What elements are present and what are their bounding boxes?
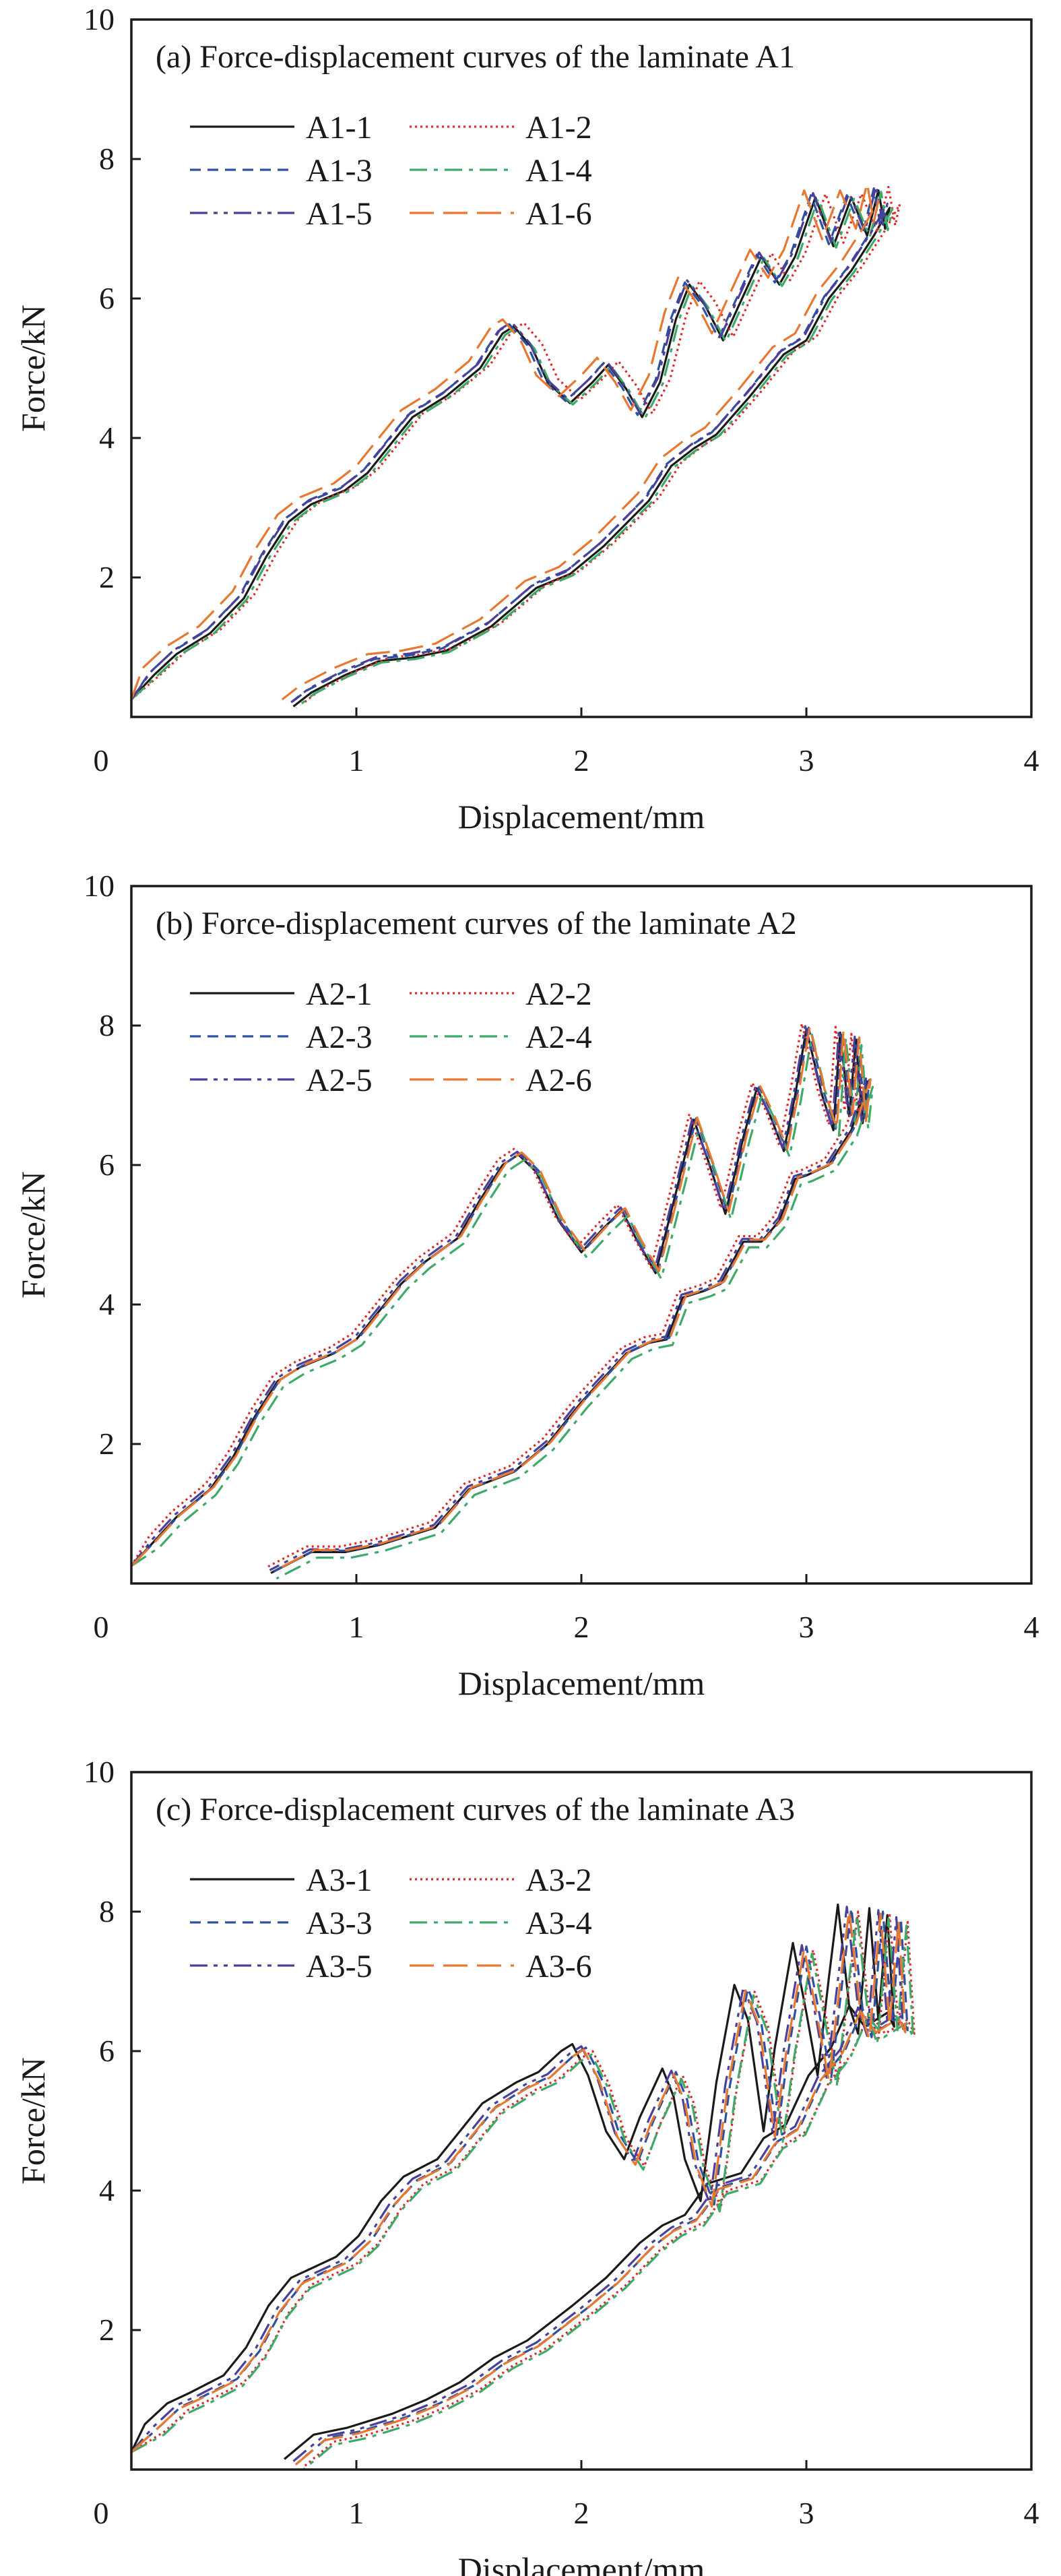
x-tick-label: 2 (574, 2496, 589, 2530)
chart-panel: 1 2 3 4 2 4 6 8 10 0 Displacement/mm Force/kN (b) Fo… (14, 869, 1039, 1702)
legend-label: A2-3 (306, 1019, 373, 1055)
legend-label: A3-6 (525, 1949, 592, 1984)
legend-item: A1-5 (190, 196, 373, 232)
series-line-A3-2 (131, 1910, 915, 2468)
x-tick-label: 4 (1024, 2496, 1039, 2530)
x-tick-label: 1 (349, 1610, 364, 1644)
y-tick-label: 8 (99, 1008, 115, 1042)
legend-label: A1-5 (306, 196, 373, 232)
legend-item: A3-2 (410, 1862, 592, 1898)
y-tick-label: 6 (99, 1148, 115, 1182)
legend-item: A2-3 (190, 1019, 373, 1055)
legend-label: A1-3 (306, 153, 373, 189)
x-tick-label: 1 (349, 743, 364, 778)
legend-item: A1-4 (410, 153, 592, 189)
legend-item: A2-5 (190, 1063, 373, 1098)
x-tick-label: 4 (1024, 743, 1039, 778)
legend-label: A2-6 (525, 1063, 592, 1098)
legend-label: A2-1 (306, 976, 373, 1012)
y-tick-label: 6 (99, 281, 115, 315)
y-tick-label: 6 (99, 2034, 115, 2068)
legend-item: A2-2 (410, 976, 592, 1012)
chart-title: (a) Force-displacement curves of the lam… (156, 39, 795, 75)
x-tick-label: 2 (574, 743, 589, 778)
legend-item: A3-1 (190, 1862, 373, 1898)
series-line-A2-4 (131, 1033, 874, 1580)
series-line-A3-3 (130, 1907, 909, 2463)
legend-label: A2-4 (525, 1019, 592, 1055)
x-tick-label: 4 (1024, 1610, 1039, 1644)
legend: A2-1 A2-2 A2-3 A2-4 A2-5 A2-6 (190, 976, 592, 1098)
legend-item: A3-5 (190, 1949, 373, 1984)
legend-label: A1-4 (525, 153, 592, 189)
origin-tick-label: 0 (94, 2496, 109, 2530)
y-axis-label: Force/kN (14, 2057, 52, 2185)
series-line-A1-5 (130, 185, 889, 703)
x-tick-label: 2 (574, 1610, 589, 1644)
y-tick-label: 10 (84, 1755, 115, 1789)
y-tick-label: 10 (84, 2, 115, 36)
y-tick-label: 2 (99, 2313, 115, 2347)
x-axis-label: Displacement/mm (458, 2550, 705, 2576)
chart-title: (c) Force-displacement curves of the lam… (156, 1792, 795, 1827)
y-tick-label: 2 (99, 560, 115, 594)
legend-item: A3-4 (410, 1906, 592, 1941)
legend-label: A3-2 (525, 1862, 592, 1898)
x-axis-label: Displacement/mm (458, 798, 705, 836)
x-tick-label: 3 (799, 1610, 814, 1644)
y-tick-label: 4 (99, 1287, 115, 1321)
legend-item: A2-1 (190, 976, 373, 1012)
series-line-A1-1 (130, 189, 891, 708)
legend-label: A3-5 (306, 1949, 373, 1984)
series-line-A3-5 (130, 1906, 905, 2462)
legend-item: A2-6 (410, 1063, 592, 1098)
legend-item: A1-6 (410, 196, 592, 232)
series-line-A2-5 (130, 1025, 868, 1571)
legend-label: A1-6 (525, 196, 592, 232)
origin-tick-label: 0 (94, 1610, 109, 1644)
legend-item: A2-4 (410, 1019, 592, 1055)
series-line-A1-2 (130, 185, 901, 704)
legend-item: A1-3 (190, 153, 373, 189)
y-axis-label: Force/kN (14, 1171, 52, 1298)
legend-item: A3-6 (410, 1949, 592, 1984)
legend-label: A3-4 (525, 1906, 592, 1941)
y-tick-label: 2 (99, 1426, 115, 1461)
series-line-A3-6 (130, 1909, 907, 2466)
legend-item: A1-2 (410, 110, 592, 146)
y-tick-label: 4 (99, 420, 115, 455)
legend-label: A3-1 (306, 1862, 373, 1898)
y-tick-label: 10 (84, 869, 115, 903)
series-line-A2-2 (130, 1022, 864, 1569)
y-axis-label: Force/kN (14, 305, 52, 432)
series-line-A1-3 (130, 187, 887, 705)
legend-label: A1-2 (525, 110, 592, 146)
y-tick-label: 8 (99, 142, 115, 176)
legend-label: A2-2 (525, 976, 592, 1012)
legend-label: A2-5 (306, 1063, 373, 1098)
legend: A1-1 A1-2 A1-3 A1-4 A1-5 A1-6 (190, 110, 592, 232)
chart-title: (b) Force-displacement curves of the lam… (156, 906, 797, 941)
series-line-A1-6 (130, 182, 880, 701)
x-axis-label: Displacement/mm (458, 1664, 705, 1702)
legend-item: A1-1 (190, 110, 373, 146)
origin-tick-label: 0 (94, 743, 109, 778)
chart-panel: 1 2 3 4 2 4 6 8 10 0 Displacement/mm Force/kN (a) Fo… (14, 2, 1039, 836)
series-line-A1-4 (130, 191, 894, 709)
legend-label: A3-3 (306, 1906, 373, 1941)
legend: A3-1 A3-2 A3-3 A3-4 A3-5 A3-6 (190, 1862, 592, 1984)
chart-panel: 1 2 3 4 2 4 6 8 10 0 Displacement/mm Force/kN (c) Fo… (14, 1755, 1039, 2576)
y-tick-label: 4 (99, 2173, 115, 2207)
legend-label: A1-1 (306, 110, 373, 146)
series-line-A3-1 (130, 1904, 895, 2460)
legend-item: A3-3 (190, 1906, 373, 1941)
y-tick-label: 8 (99, 1894, 115, 1928)
x-tick-label: 1 (349, 2496, 364, 2530)
series-line-A3-4 (131, 1914, 915, 2471)
x-tick-label: 3 (799, 2496, 814, 2530)
series-line-A2-6 (130, 1026, 872, 1572)
x-tick-label: 3 (799, 743, 814, 778)
